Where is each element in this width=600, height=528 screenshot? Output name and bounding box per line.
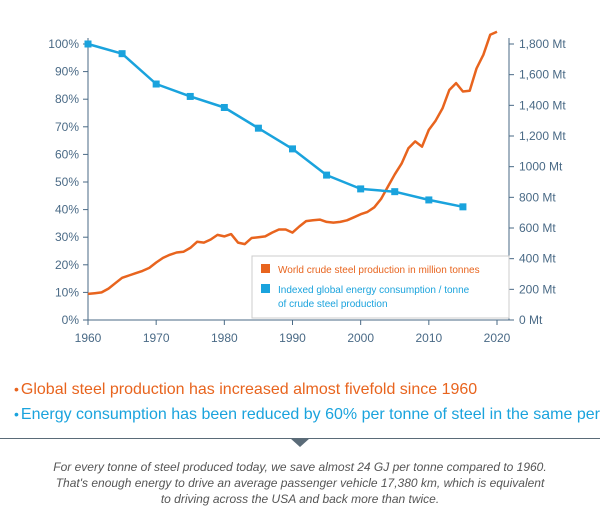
x-tick-label: 1980 (211, 331, 238, 345)
y-left-tick-label: 30% (55, 230, 79, 244)
y-right-tick-label: 600 Mt (519, 221, 556, 235)
y-right-tick-label: 1000 Mt (519, 160, 563, 174)
data-point-energy-consumption (186, 92, 194, 100)
bullet-steel-production-text: Global steel production has increased al… (20, 381, 478, 398)
x-tick-label: 2000 (347, 331, 374, 345)
bullet-energy-consumption: • Energy consumption has been reduced by … (14, 402, 600, 427)
y-right-tick-label: 1,800 Mt (519, 37, 566, 51)
y-left-tick-label: 20% (55, 258, 79, 272)
x-tick-label: 2020 (484, 331, 511, 345)
divider-arrow (290, 438, 310, 447)
chart-area: 0% 10% 20% 30% 40% 50% 60% 70% 80% 90% 100% 0 Mt 200… (48, 30, 566, 345)
footnote-line-3: to driving across the USA and back more … (160, 492, 440, 506)
bullet-dot-orange: • (14, 381, 19, 397)
legend-swatch-steel-production (261, 264, 270, 273)
y-right-tick-label: 0 Mt (519, 313, 543, 327)
y-right-tick-label: 200 Mt (519, 282, 556, 296)
y-right-tick-label: 400 Mt (519, 252, 556, 266)
legend-swatch-energy-consumption (261, 284, 270, 293)
y-left-tick-label: 90% (55, 65, 79, 79)
footnote-line-2: That's enough energy to drive an average… (55, 476, 545, 490)
footnote-line-1: For every tonne of steel produced today,… (53, 460, 547, 474)
y-left-tick-label: 50% (55, 175, 79, 189)
y-left-tick-label: 60% (55, 147, 79, 161)
data-point-energy-consumption (459, 203, 467, 211)
data-point-energy-consumption (425, 196, 433, 204)
y-right-tick-label: 1,600 Mt (519, 68, 566, 82)
legend-label-steel-production: World crude steel production in million … (278, 265, 480, 276)
bullet-steel-production: • Global steel production has increased a… (14, 377, 594, 402)
series-line-energy-consumption (87, 42, 464, 209)
y-right-tick-label: 800 Mt (519, 190, 556, 204)
y-left-tick-label: 0% (62, 313, 80, 327)
legend-label-energy-consumption: Indexed global energy consumption / tonn… (278, 285, 470, 296)
data-point-energy-consumption (323, 171, 331, 179)
bullet-dot-blue: • (14, 406, 19, 422)
y-left-tick-label: 100% (48, 37, 79, 51)
x-tick-label: 1970 (143, 331, 170, 345)
bullet-energy-consumption-text: Energy consumption has been reduced by 6… (20, 406, 600, 423)
data-point-energy-consumption (84, 40, 92, 48)
footnote: For every tonne of steel produced today,… (20, 459, 580, 507)
x-tick-label: 1960 (75, 331, 102, 345)
data-point-energy-consumption (152, 80, 160, 88)
data-point-energy-consumption (118, 50, 126, 58)
data-point-energy-consumption (357, 185, 365, 193)
data-point-energy-consumption (254, 124, 262, 132)
x-tick-label: 1990 (279, 331, 306, 345)
y-left-tick-label: 70% (55, 120, 79, 134)
legend-box (251, 255, 510, 319)
series-line-steel-production (87, 30, 498, 296)
y-left-tick-label: 40% (55, 203, 79, 217)
y-right-tick-label: 1,200 Mt (519, 129, 566, 143)
data-point-energy-consumption (220, 103, 228, 111)
key-points: • Global steel production has increased a… (14, 377, 600, 427)
y-left-tick-label: 80% (55, 92, 79, 106)
data-point-energy-consumption (289, 145, 296, 153)
legend-label-energy-consumption: of crude steel production (278, 299, 388, 310)
x-tick-label: 2010 (415, 331, 442, 345)
data-point-energy-consumption (391, 188, 399, 196)
y-left-tick-label: 10% (55, 285, 79, 299)
y-right-tick-label: 1,400 Mt (519, 98, 566, 112)
